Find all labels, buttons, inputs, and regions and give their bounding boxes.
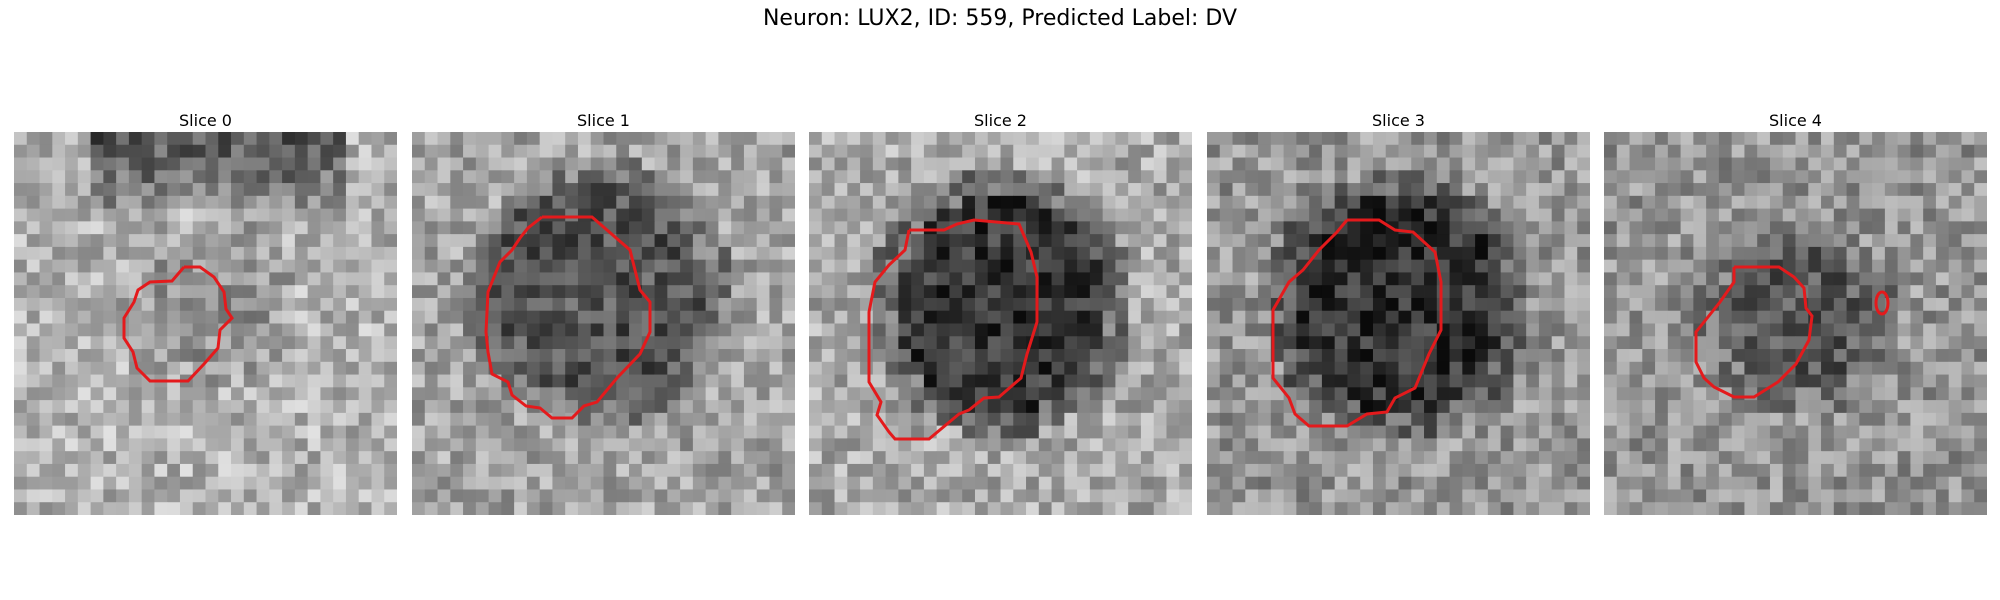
slice-title: Slice 2: [974, 111, 1027, 130]
slice-image-svg: [1604, 132, 1987, 515]
roi-contour: [867, 218, 1039, 441]
slice-image-svg: [809, 132, 1192, 515]
slice-panel-3: Slice 3: [1207, 110, 1590, 515]
slice-image-svg: [14, 132, 397, 515]
slice-image: [14, 132, 397, 515]
slice-image: [809, 132, 1192, 515]
slice-image: [1604, 132, 1987, 515]
roi-contour: [1271, 218, 1443, 428]
roi-contour: [1694, 265, 1814, 399]
slice-image: [412, 132, 795, 515]
slice-title: Slice 1: [577, 111, 630, 130]
figure-title: Neuron: LUX2, ID: 559, Predicted Label: …: [762, 6, 1238, 31]
slice-panel-2: Slice 2: [809, 110, 1192, 515]
roi-contour: [484, 215, 652, 420]
slice-panel-4: Slice 4: [1604, 110, 1987, 515]
slice-title: Slice 4: [1769, 111, 1822, 130]
slice-panel-1: Slice 1: [412, 110, 795, 515]
slice-image: [1207, 132, 1590, 515]
slice-image-svg: [1207, 132, 1590, 515]
pixel-grid: [1604, 132, 1987, 515]
slice-image-svg: [412, 132, 795, 515]
slice-title: Slice 0: [179, 111, 232, 130]
slice-title: Slice 3: [1372, 111, 1425, 130]
pixel-grid: [809, 132, 1192, 515]
pixel-grid: [14, 132, 397, 515]
slice-panel-0: Slice 0: [14, 110, 397, 515]
pixel-grid: [412, 132, 795, 515]
roi-contour-small: [1874, 290, 1890, 316]
pixel-grid: [1207, 132, 1590, 515]
roi-contour: [122, 265, 234, 383]
